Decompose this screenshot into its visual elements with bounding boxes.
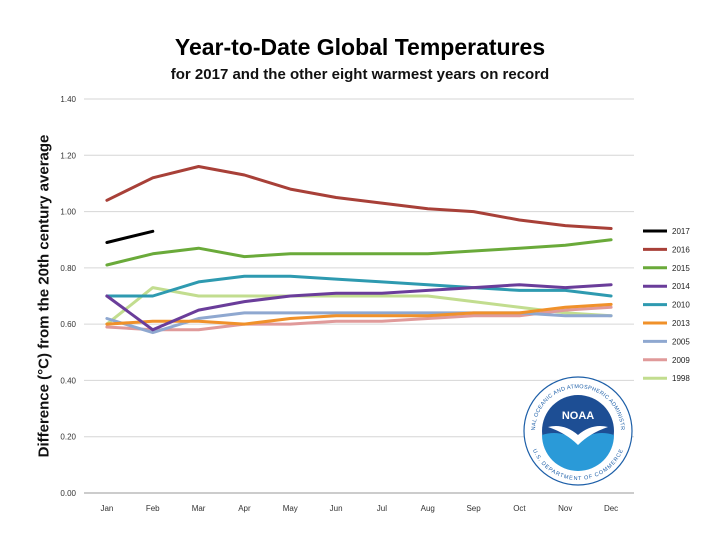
noaa-logo: NOAA NATIONAL OCEANIC AND ATMOSPHERIC AD…	[523, 376, 633, 486]
chart-subtitle: for 2017 and the other eight warmest yea…	[170, 66, 550, 83]
x-tick-label: Jan	[100, 504, 113, 513]
x-tick-label: Nov	[558, 504, 572, 513]
x-tick-label: Dec	[604, 504, 618, 513]
series-line-2016	[105, 165, 613, 230]
series-lines	[105, 165, 613, 335]
y-tick-label: 0.40	[60, 376, 76, 385]
x-tick-label: Sep	[466, 504, 481, 513]
legend-label-2016: 2016	[672, 245, 690, 254]
y-tick-label: 1.20	[60, 151, 76, 160]
gridlines	[84, 98, 634, 494]
series-line-1998	[105, 286, 613, 326]
y-tick-label: 0.20	[60, 433, 76, 442]
logo-center-text: NOAA	[562, 410, 594, 422]
series-line-2017	[105, 229, 155, 244]
x-tick-label: Aug	[421, 504, 435, 513]
legend-label-2014: 2014	[672, 282, 690, 291]
legend-label-2005: 2005	[672, 337, 690, 346]
y-tick-label: 1.40	[60, 95, 76, 104]
x-tick-label: Feb	[146, 504, 160, 513]
y-tick-label: 0.60	[60, 320, 76, 329]
legend-label-2017: 2017	[672, 227, 690, 236]
series-line-2014	[105, 283, 613, 332]
series-line-2015	[105, 238, 613, 267]
y-tick-label: 0.00	[60, 489, 76, 498]
x-tick-label: Mar	[192, 504, 206, 513]
x-tick-labels: Jan Feb Mar Apr May Jun Jul Aug Sep Oct Nov Dec	[100, 504, 618, 513]
legend: 2017 2016 2015 2014 2010 2013 2005 2009 1998	[643, 227, 690, 383]
chart-title: Year-to-Date Global Temperatures	[174, 34, 546, 60]
series-line-2010	[105, 274, 613, 298]
y-tick-label: 1.00	[60, 208, 76, 217]
y-tick-label: 0.80	[60, 264, 76, 273]
legend-label-2015: 2015	[672, 264, 690, 273]
x-tick-label: Jun	[330, 504, 343, 513]
series-line-2013	[105, 302, 613, 326]
x-tick-label: Jul	[377, 504, 387, 513]
x-tick-label: May	[283, 504, 298, 513]
legend-label-2010: 2010	[672, 301, 690, 310]
y-tick-labels: 0.00 0.20 0.40 0.60 0.80 1.00 1.20 1.40	[60, 95, 76, 498]
legend-label-2013: 2013	[672, 319, 690, 328]
x-tick-label: Apr	[238, 504, 251, 513]
legend-label-1998: 1998	[672, 374, 690, 383]
x-tick-label: Oct	[513, 504, 526, 513]
legend-label-2009: 2009	[672, 356, 690, 365]
